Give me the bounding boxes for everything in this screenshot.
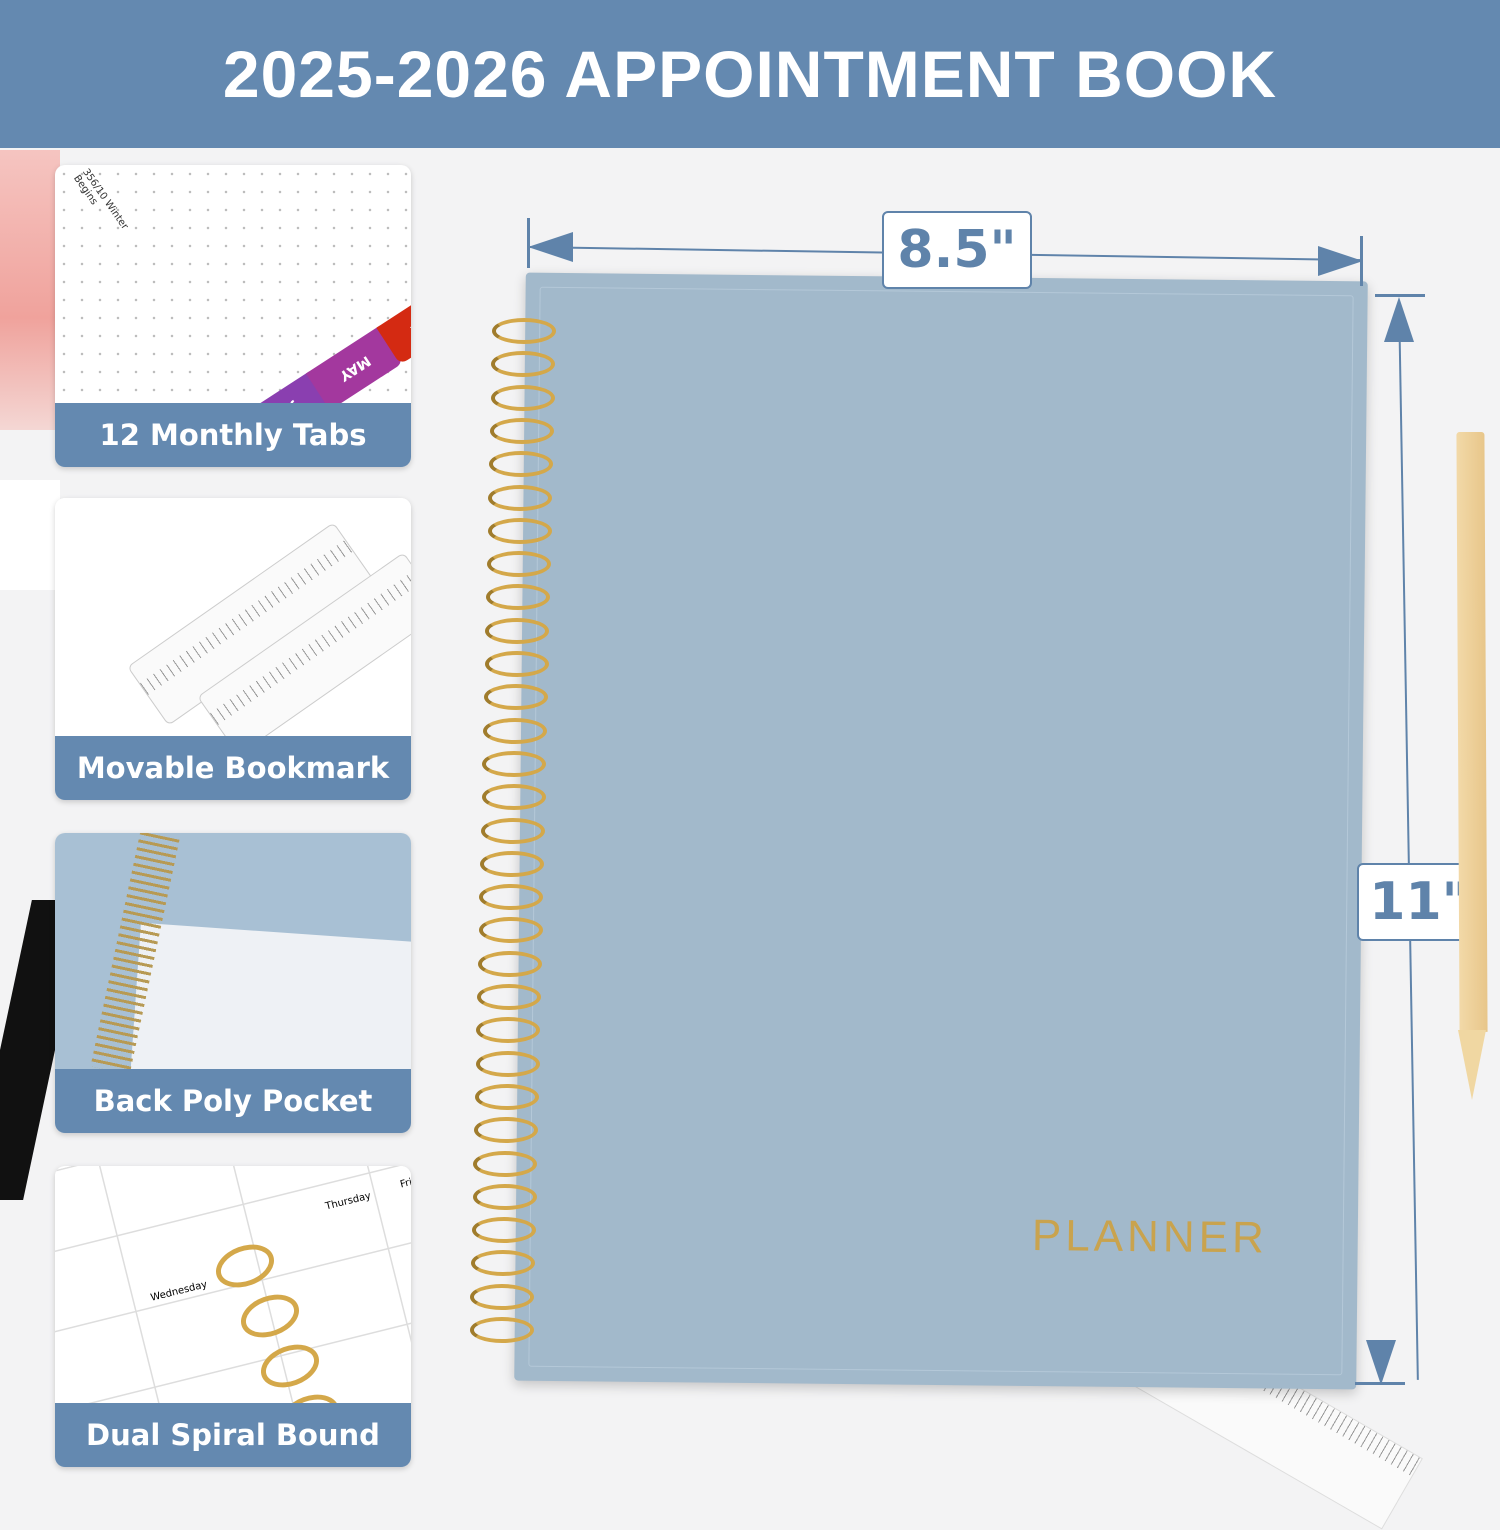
spiral-coil: [489, 417, 554, 444]
height-dimension-line: [1398, 299, 1419, 1380]
spiral-coil: [487, 517, 552, 544]
pencil-tip: [1458, 1030, 1486, 1100]
spiral-coil: [474, 1083, 539, 1110]
pencil: [1456, 431, 1488, 1033]
spiral-coil: [475, 1050, 540, 1077]
spiral-coil: [481, 784, 546, 811]
spiral-coil: [480, 817, 545, 844]
spiral-coil: [480, 850, 544, 877]
feature-label: Movable Bookmark: [55, 736, 411, 800]
poly-pocket: [129, 922, 411, 1069]
spiral-coil: [477, 984, 541, 1010]
spiral-coil: [490, 384, 555, 411]
arrow-right-icon: [1318, 246, 1363, 276]
spiral-coil: [484, 651, 549, 677]
width-label: 8.5": [882, 211, 1032, 289]
spiral-coil: [474, 1117, 538, 1144]
arrow-up-icon: [1384, 297, 1414, 342]
arrow-left-icon: [528, 232, 573, 262]
feature-label: 12 Monthly Tabs: [55, 403, 411, 467]
title-banner: 2025-2026 APPOINTMENT BOOK: [0, 0, 1500, 148]
feature-label: Back Poly Pocket: [55, 1069, 411, 1133]
feature-card-bookmark: Movable Bookmark: [55, 498, 411, 800]
tabs-photo: 356/10 Winter Begins JULJUNMAYAPRMAR: [55, 165, 411, 403]
spiral-coil: [477, 950, 542, 977]
bookmark-photo: [55, 498, 411, 736]
spiral-photo: Thursday Friday Wednesday: [55, 1166, 411, 1403]
feature-card-monthly-tabs: 356/10 Winter Begins JULJUNMAYAPRMAR 12 …: [55, 165, 411, 467]
spiral-coil: [469, 1317, 534, 1343]
spiral-coil: [473, 1150, 538, 1177]
spiral-coil: [483, 717, 547, 744]
spiral-coil: [485, 617, 550, 644]
background-flower: [0, 150, 60, 430]
spiral-coil: [492, 318, 556, 344]
spiral-coil: [486, 584, 550, 611]
spiral-coil: [476, 1017, 541, 1044]
spiral-coil: [482, 750, 547, 777]
spiral-coil: [471, 1217, 536, 1244]
feature-card-poly-pocket: Back Poly Pocket: [55, 833, 411, 1133]
spiral-coil: [489, 451, 553, 478]
feature-label: Dual Spiral Bound: [55, 1403, 411, 1467]
arrow-down-icon: [1366, 1340, 1396, 1385]
page-title: 2025-2026 APPOINTMENT BOOK: [222, 37, 1278, 111]
spiral-coil: [491, 351, 556, 378]
spiral-coil: [470, 1283, 535, 1310]
spiral-coil: [479, 884, 544, 911]
pocket-photo: [55, 833, 411, 1069]
feature-card-spiral: Thursday Friday Wednesday Dual Spiral Bo…: [55, 1166, 411, 1467]
spiral-coil: [471, 1250, 535, 1277]
spiral-coil: [488, 484, 553, 511]
spiral-coil: [478, 917, 543, 944]
spiral-coil: [483, 684, 548, 711]
spiral-coil: [472, 1183, 537, 1210]
planner-cover: PLANNER: [514, 272, 1368, 1390]
background-book: [0, 480, 60, 590]
cover-title: PLANNER: [1031, 1210, 1269, 1263]
spiral-coil: [486, 551, 551, 578]
